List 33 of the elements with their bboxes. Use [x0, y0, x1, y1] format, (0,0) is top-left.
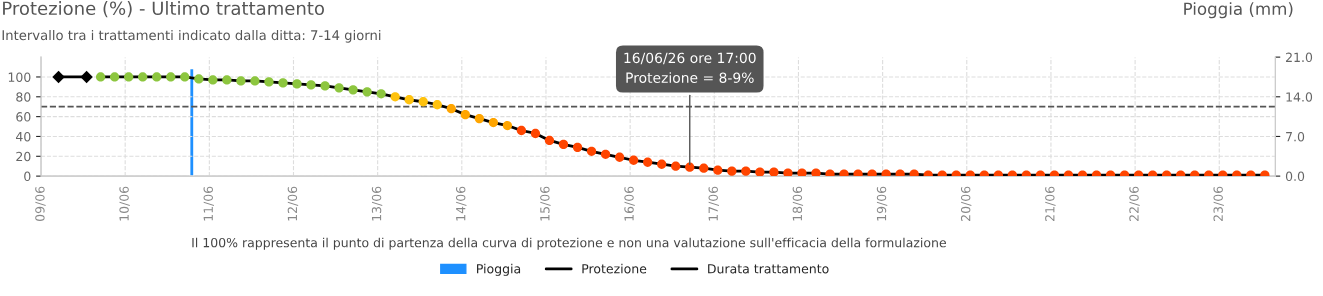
x-tick-label: 12/06	[287, 186, 299, 221]
x-tick-label: 17/06	[708, 186, 719, 221]
x-tick-label: 16/06	[624, 186, 635, 221]
x-tick-label: 09/06	[35, 186, 46, 222]
x-tick-label: 23/06	[1213, 186, 1224, 221]
y-tick-label: 0	[24, 171, 31, 182]
chart-subtitle: Intervallo tra i trattamenti indicato dalla ditta: 7-14 giorni	[2, 29, 381, 43]
y-tick-label: 80	[16, 92, 31, 102]
x-tick-label: 20/06	[960, 186, 972, 221]
x-tick-label: 18/06	[792, 186, 804, 221]
y-tick-label: 60	[16, 112, 31, 122]
x-tick-label: 19/06	[876, 186, 888, 221]
x-tick-label: 21/06	[1045, 186, 1056, 221]
text: Il 100% rappresenta il punto di partenza della curva di protezione e non una valutazione sull'efficacia della formulazione	[192, 237, 946, 250]
y2-tick-label: 14.0	[1286, 92, 1313, 102]
x-tick-label: 11/06	[203, 186, 214, 221]
legend-label: Durata trattamento	[708, 264, 829, 274]
y-tick-label: 100	[8, 72, 31, 82]
y2-tick-label: 7.0	[1286, 131, 1305, 142]
x-tick-label: 13/06	[371, 186, 383, 221]
y2-axis-title: Pioggia (mm)	[1184, 2, 1293, 19]
annotation: 16/06/26 ore 17:00 Protezione = 8-9%	[624, 52, 756, 83]
y2-tick-label: 0.0	[1285, 171, 1305, 182]
legend-label: Pioggia	[477, 263, 521, 276]
y-tick-label: 40	[16, 131, 31, 142]
y2-tick-label: 21.0	[1286, 52, 1313, 63]
x-tick-label: 10/06	[119, 186, 130, 221]
x-tick-label: 14/06	[455, 186, 467, 221]
chart-title: Protezione (%) - Ultimo trattamento	[3, 1, 324, 18]
x-tick-label: 15/06	[540, 186, 551, 221]
legend-label: Protezione	[582, 263, 647, 274]
x-tick-label: 22/06	[1129, 186, 1140, 221]
y-tick-label: 20	[16, 151, 31, 162]
